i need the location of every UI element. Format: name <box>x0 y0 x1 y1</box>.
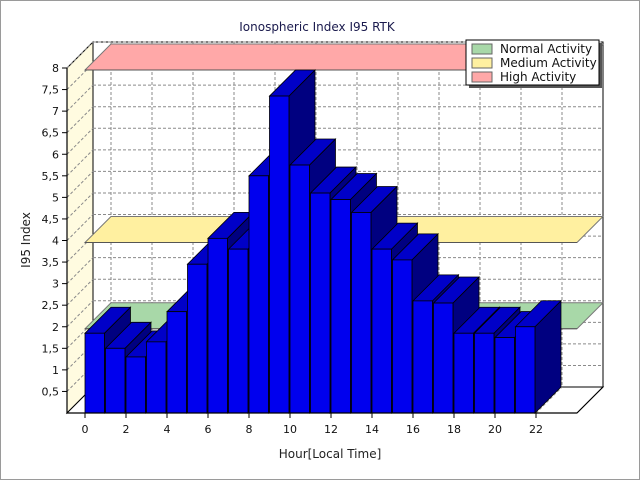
legend-label: High Activity <box>500 70 576 84</box>
gridline-wall <box>66 257 94 284</box>
gridline-wall <box>66 84 94 112</box>
gridline-wall <box>66 192 94 220</box>
y-tick-label: 1,5 <box>42 342 60 355</box>
gridline-wall <box>66 127 94 155</box>
bar-front <box>228 248 249 414</box>
y-tick-label: 2 <box>52 321 59 334</box>
gridline-wall <box>66 278 94 306</box>
y-tick-label: 6,5 <box>42 127 60 140</box>
gridline-wall <box>66 41 94 69</box>
gridline-floor <box>535 386 563 414</box>
legend-label: Normal Activity <box>500 42 592 56</box>
x-tick-label: 20 <box>488 423 502 436</box>
bar-front <box>269 95 290 414</box>
x-tick-label: 14 <box>365 423 379 436</box>
y-tick-label: 6 <box>52 148 59 161</box>
bar-front <box>248 175 269 414</box>
x-tick-label: 8 <box>246 423 253 436</box>
bar-front <box>187 263 208 414</box>
y-tick-label: 7 <box>52 105 59 118</box>
x-tick-label: 16 <box>406 423 420 436</box>
y-axis-label: I95 Index <box>19 212 33 268</box>
floor-edge <box>576 386 604 414</box>
gridline-wall <box>66 300 94 328</box>
x-tick-label: 18 <box>447 423 461 436</box>
bar-front <box>515 326 536 414</box>
y-tick-label: 1 <box>52 364 59 377</box>
bar-front <box>412 300 433 414</box>
y-tick-label: 5,5 <box>42 170 60 183</box>
legend-swatch <box>471 43 493 55</box>
chart-axes: 0,5 1 1,5 2 2,5 3 3,5 4 4,5 5 5,5 6 6,5 7 7,5 8 0 2 4 6 8 10 1… <box>42 62 604 436</box>
y-tick-label: 5 <box>52 191 59 204</box>
bar-front <box>84 332 105 414</box>
bar-front <box>125 356 146 414</box>
bar-front <box>310 192 331 414</box>
x-tick-label: 12 <box>324 423 338 436</box>
bar-series <box>84 69 562 414</box>
bar-front <box>371 248 392 414</box>
gridline-wall <box>66 106 94 134</box>
x-tick-label: 10 <box>283 423 297 436</box>
bar-front <box>166 311 187 414</box>
bar-front <box>392 259 413 414</box>
bar-front <box>351 212 372 414</box>
bar-front <box>453 332 474 414</box>
legend-swatch <box>471 57 493 69</box>
gridline-wall <box>66 214 94 241</box>
gridline-wall <box>66 149 94 177</box>
y-tick-label: 0,5 <box>42 385 60 398</box>
x-tick-label: 6 <box>205 423 212 436</box>
y-tick-label: 3 <box>52 278 59 291</box>
y-tick-label: 4,5 <box>42 213 60 226</box>
bar-front <box>494 337 515 414</box>
y-tick-label: 3,5 <box>42 256 60 269</box>
legend-swatch <box>471 71 493 83</box>
bar-front <box>105 347 126 414</box>
bar-front <box>474 332 495 414</box>
x-tick-label: 2 <box>123 423 130 436</box>
bar-front <box>289 164 310 414</box>
bar <box>514 299 562 414</box>
chart-title: Ionospheric Index I95 RTK <box>239 20 396 34</box>
bar-front <box>207 237 228 414</box>
bar-front <box>433 302 454 414</box>
y-tick-label: 2,5 <box>42 299 60 312</box>
x-tick-label: 4 <box>164 423 171 436</box>
gridline-wall <box>66 171 94 198</box>
x-tick-label: 22 <box>529 423 543 436</box>
y-tick-label: 8 <box>52 62 59 75</box>
x-axis-label: Hour[Local Time] <box>279 447 382 461</box>
y-tick-label: 7,5 <box>42 84 60 97</box>
bar-front <box>330 199 351 414</box>
bar-front <box>146 341 167 414</box>
x-tick-label: 0 <box>82 423 89 436</box>
y-tick-label: 4 <box>52 235 59 248</box>
legend-label: Medium Activity <box>500 56 597 70</box>
